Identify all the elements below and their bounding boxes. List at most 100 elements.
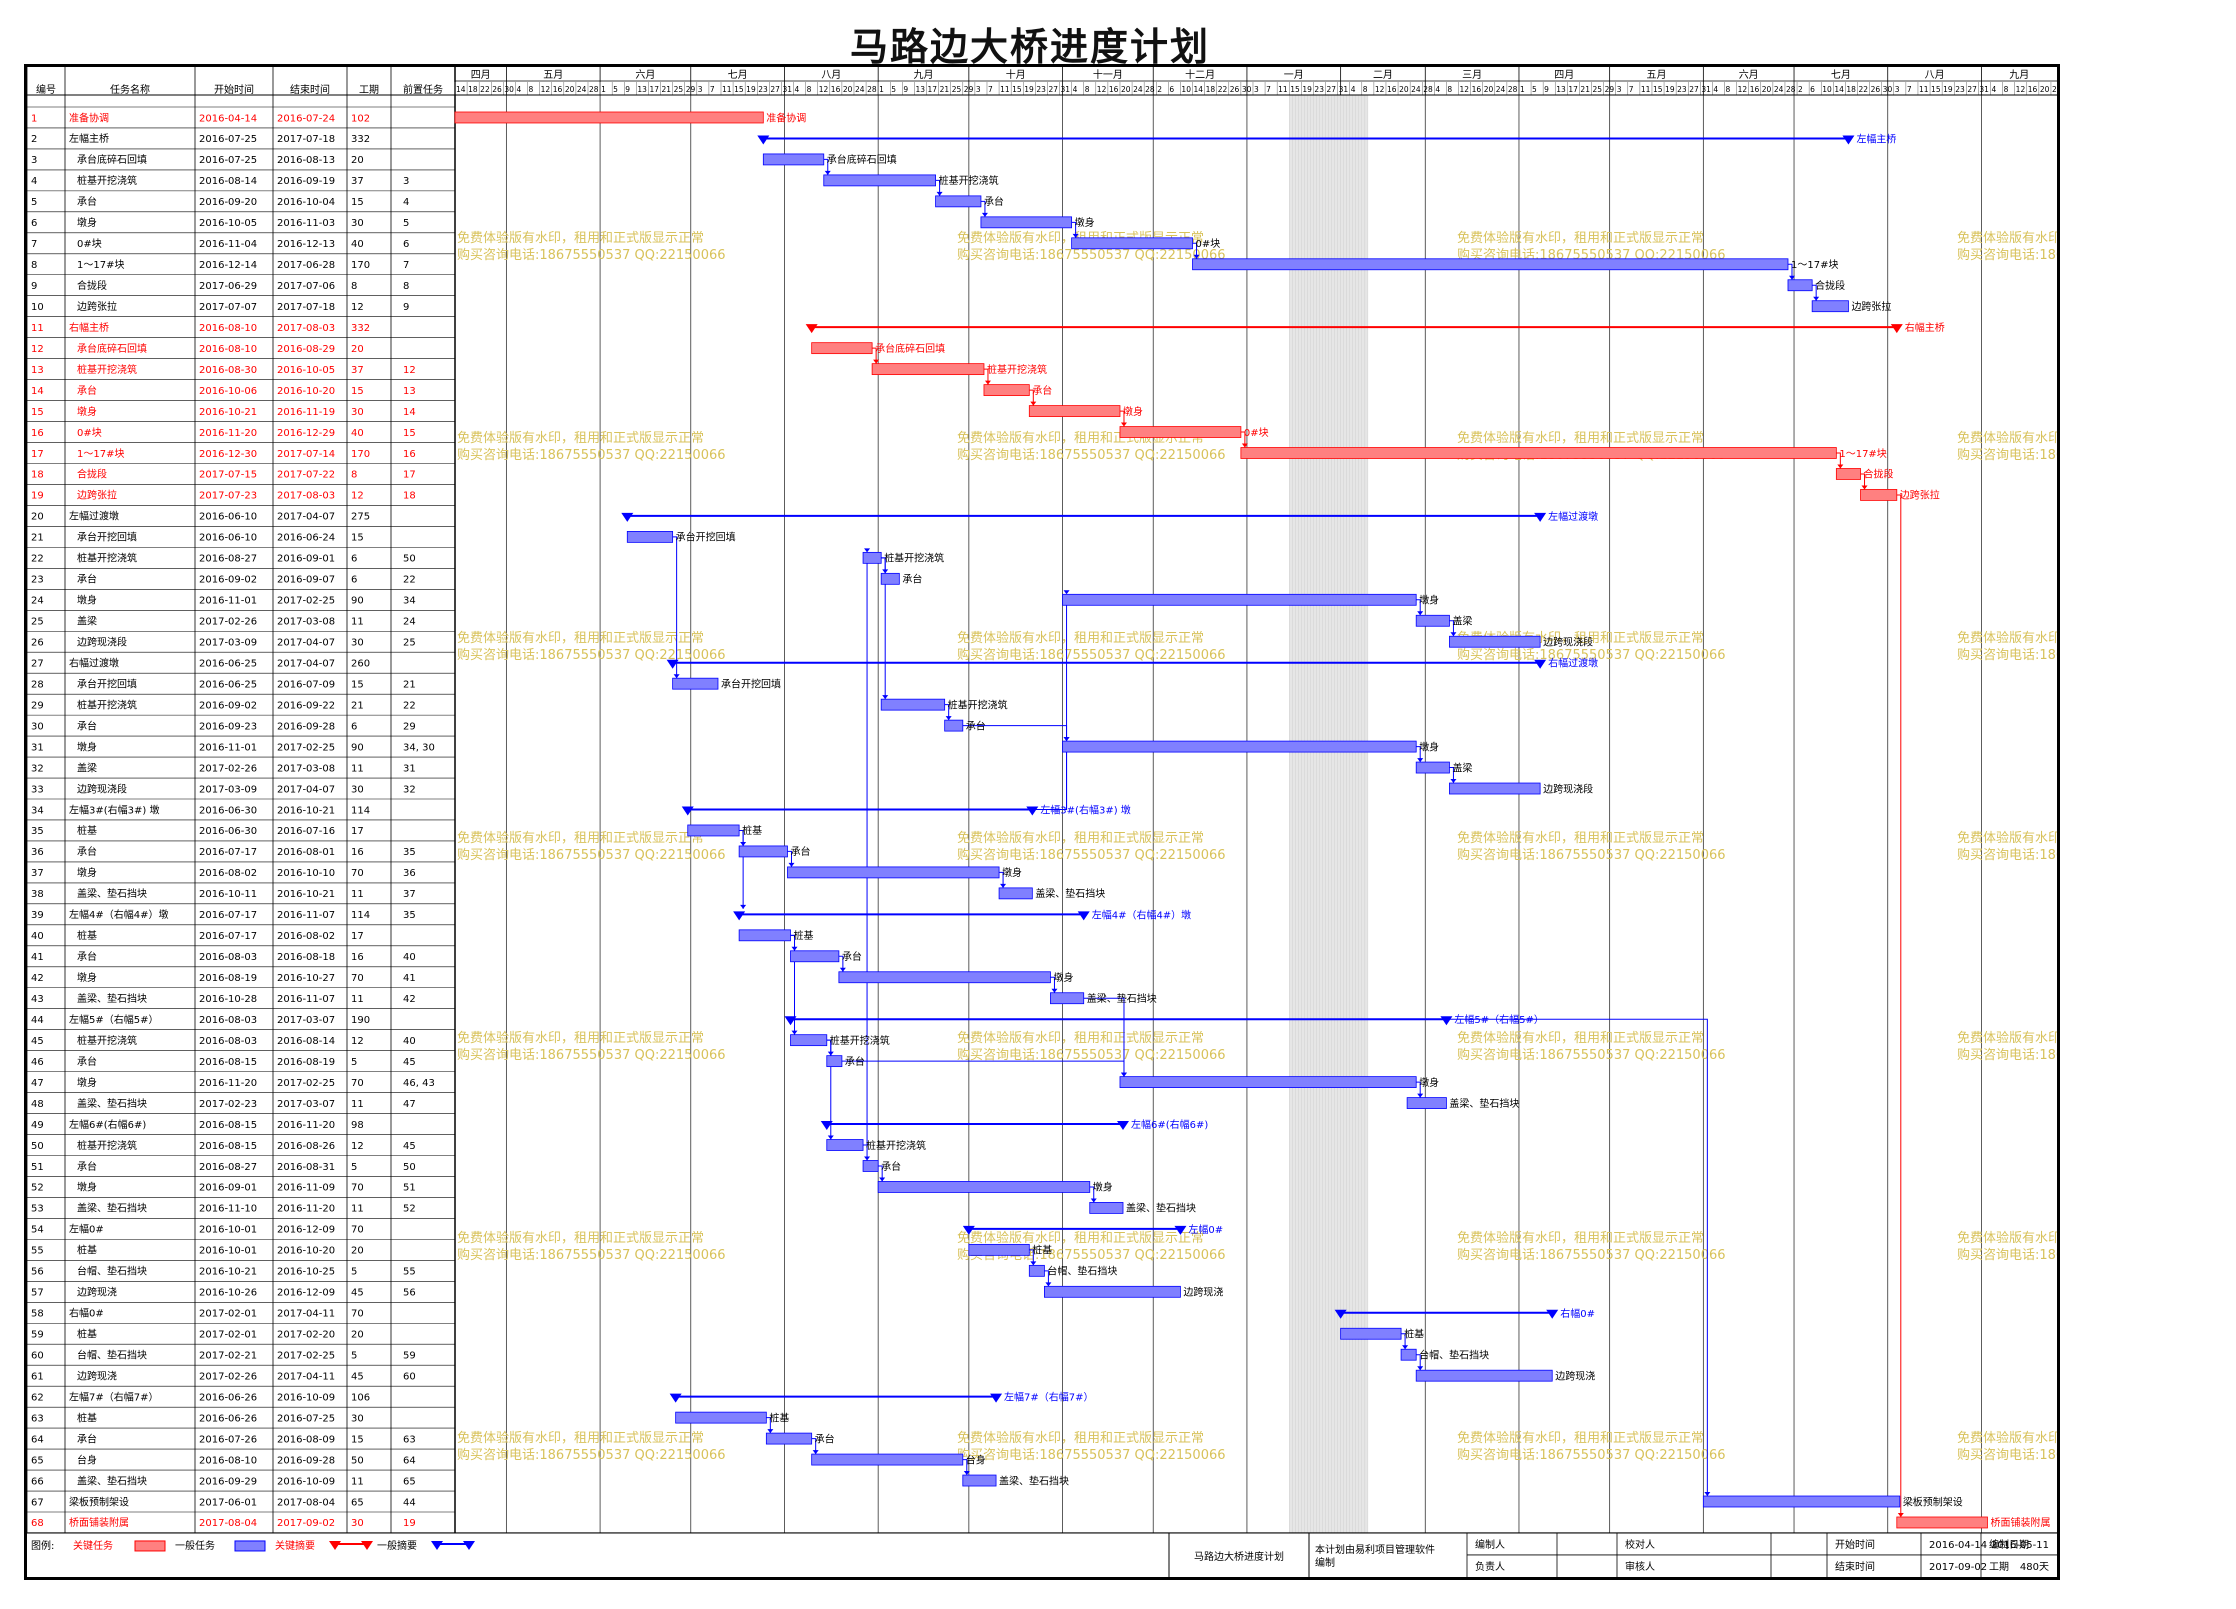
day-tick-label: 5: [891, 85, 896, 94]
day-tick-label: 15: [1012, 85, 1022, 94]
day-tick-label: 7: [988, 85, 993, 94]
task-bar: [823, 174, 937, 187]
bar-label: 承台: [1032, 384, 1052, 397]
bar-label: 桩基开挖浇筑: [939, 174, 999, 187]
column-header: 任务名称: [110, 83, 150, 96]
watermark-line1: 免费体验版有水印，租用和正式版显示正常: [1957, 1030, 2057, 1046]
day-tick-label: 10: [1181, 85, 1191, 94]
bar-label: 盖梁、垫石挡块: [1126, 1202, 1196, 1215]
dependency-arrow: [1120, 1072, 1127, 1077]
bar-label: 桩基: [769, 1411, 789, 1424]
dependency-line: [826, 1039, 832, 1140]
day-tick-label: 18: [1206, 85, 1216, 94]
row-end: 2016-08-14: [277, 1036, 335, 1047]
watermark-line2: 购买咨询电话:18675550537 QQ:22150066: [957, 1047, 1226, 1063]
footer-date-label: 编制日期: [1989, 1538, 2029, 1551]
row-id: 24: [31, 596, 44, 607]
task-bar: [675, 1411, 767, 1424]
row-start: 2016-08-03: [199, 1036, 257, 1047]
day-tick-label: 27: [1327, 85, 1337, 94]
legend-normal-swatch: [234, 1540, 266, 1552]
row-start: 2016-11-01: [199, 742, 257, 753]
footer-reviewed-by: 校对人: [1625, 1538, 1655, 1551]
day-tick-label: 20: [1484, 85, 1494, 94]
day-tick-label: 3: [976, 85, 981, 94]
row-dur: 15: [351, 386, 364, 397]
row-id: 64: [31, 1434, 44, 1445]
row-end: 2016-07-16: [277, 826, 335, 837]
bar-label: 左幅3#(右幅3#) 墩: [1040, 803, 1130, 816]
column-header: 开始时间: [214, 83, 254, 96]
day-tick-label: 24: [1133, 85, 1143, 94]
dependency-line: [1787, 263, 1793, 280]
row-dur: 70: [351, 973, 364, 984]
bar-label: 承台: [790, 845, 810, 858]
dependency-arrow: [1030, 1261, 1037, 1266]
row-end: 2017-02-25: [277, 596, 335, 607]
watermark-line1: 免费体验版有水印，租用和正式版显示正常: [457, 230, 704, 246]
row-end: 2016-08-19: [277, 1057, 335, 1068]
dependency-line: [811, 1438, 817, 1455]
bar-label: 左幅0#: [1188, 1223, 1223, 1236]
day-tick-label: 11: [1000, 85, 1010, 94]
task-bar: [626, 530, 674, 543]
day-tick-label: 13: [637, 85, 647, 94]
bar-label: 盖梁、垫石挡块: [999, 1474, 1069, 1487]
day-tick-label: 16: [1472, 85, 1482, 94]
row-id: 9: [31, 281, 37, 292]
row-name: 盖梁、垫石挡块: [77, 992, 147, 1005]
watermark-line2: 购买咨询电话:18675550537 QQ:22150066: [1957, 447, 2057, 463]
day-tick-label: 11: [1278, 85, 1288, 94]
bar-label: 右幅过渡墩: [1548, 657, 1598, 670]
task-bar: [1062, 740, 1417, 753]
task-bar: [1240, 447, 1837, 459]
task-bar: [1400, 1348, 1417, 1361]
row-end: 2016-07-24: [277, 113, 335, 124]
task-bar: [980, 216, 1073, 229]
row-end: 2017-09-02: [277, 1518, 335, 1529]
task-bar: [787, 866, 1000, 879]
dependency-line: [1416, 1354, 1421, 1371]
watermark-line2: 购买咨询电话:18675550537 QQ:22150066: [1457, 647, 1726, 663]
row-id: 63: [31, 1413, 44, 1424]
bar-label: 桩基开挖浇筑: [830, 1034, 890, 1047]
bar-label: 台帽、垫石挡块: [1047, 1265, 1117, 1278]
watermark-line1: 免费体验版有水印，租用和正式版显示正常: [1457, 1430, 1704, 1446]
day-tick-label: 31: [1701, 85, 1711, 94]
bar-label: 合拢段: [1815, 279, 1845, 292]
row-dur: 8: [351, 470, 357, 481]
legend-critical-summary-marker: [329, 1540, 341, 1550]
row-name: 0#块: [77, 238, 102, 250]
month-label: 七月: [1831, 69, 1851, 81]
grid-layer: [505, 95, 1982, 1533]
row-pred: 55: [403, 1267, 416, 1278]
month-label: 十二月: [1185, 68, 1215, 81]
day-tick-label: 16: [553, 85, 563, 94]
summary-start-marker: [733, 911, 746, 921]
dependency-line: [1416, 1081, 1421, 1098]
dependency-arrow: [767, 1429, 774, 1434]
row-start: 2017-02-21: [199, 1350, 257, 1361]
row-dur: 90: [351, 742, 364, 753]
row-name: 承台底碎石回填: [77, 342, 147, 355]
summary-start-marker: [757, 135, 770, 145]
footer-dur-label: 工期: [1989, 1561, 2009, 1573]
bar-label: 墩身: [1002, 866, 1022, 879]
day-tick-label: 23: [1314, 85, 1324, 94]
summary-start-marker: [805, 324, 818, 334]
row-end: 2016-09-01: [277, 554, 335, 565]
row-id: 22: [31, 554, 44, 565]
row-id: 19: [31, 491, 44, 502]
row-dur: 16: [351, 952, 364, 963]
watermark-line2: 购买咨询电话:18675550537 QQ:22150066: [957, 847, 1226, 863]
day-tick-label: 25: [952, 85, 962, 94]
task-bar: [1089, 1202, 1124, 1214]
row-id: 53: [31, 1204, 44, 1215]
watermark-line1: 免费体验版有水印，租用和正式版显示正常: [1457, 230, 1704, 246]
dependency-arrow: [1788, 275, 1795, 280]
day-tick-label: 27: [1048, 85, 1058, 94]
watermark-line1: 免费体验版有水印，租用和正式版显示正常: [1957, 630, 2057, 646]
watermark-line2: 购买咨询电话:18675550537 QQ:22150066: [957, 447, 1226, 463]
watermark-line2: 购买咨询电话:18675550537 QQ:22150066: [457, 247, 726, 263]
watermark-line1: 免费体验版有水印，租用和正式版显示正常: [457, 1430, 704, 1446]
